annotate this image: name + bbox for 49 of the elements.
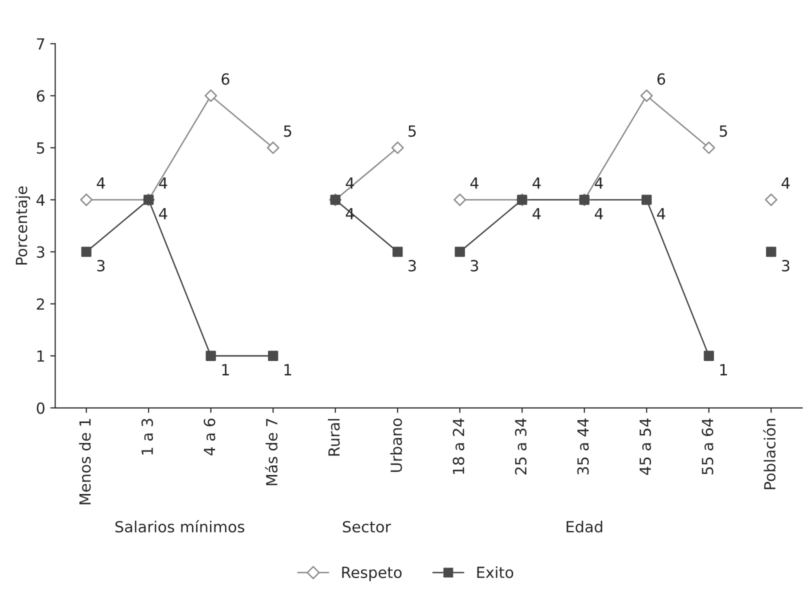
data-label: 4 [532,178,541,189]
data-label: 3 [97,260,105,272]
data-label: 5 [284,126,292,137]
x-tick-label: Urbano [390,418,402,472]
data-label: 3 [782,260,790,272]
data-label: 4 [346,178,354,189]
x-tick-label: Menos de 1 [78,419,91,504]
data-label: 4 [594,208,603,220]
data-label: 6 [657,73,666,85]
data-label: 3 [408,260,416,272]
text: Edad [566,520,602,533]
x-tick-label: 18 a 24 [452,418,464,474]
data-label: 1 [720,364,727,376]
data-label: 1 [284,364,292,376]
data-label: 1 [222,364,229,376]
data-label: 4 [594,178,603,189]
legend-label: Exito [477,566,514,578]
x-tick-label: 55 a 64 [702,418,714,474]
y-tick-label: 7 [37,38,44,50]
x-tick-label: 4 a 6 [204,418,216,456]
x-tick-label: Rural [328,419,340,456]
x-tick-label: 45 a 54 [640,418,652,475]
y-tick-label: 5 [36,142,44,154]
data-label: 4 [159,178,168,189]
legend-label: Respeto [342,566,402,582]
data-label: 4 [96,178,105,189]
y-axis-title: Porcentaje [15,186,30,265]
data-label: 3 [470,260,478,272]
y-tick-label: 6 [36,90,45,102]
data-label: 4 [159,208,168,220]
x-tick-label: 1 a 3 [141,418,154,454]
data-label: 5 [408,126,416,137]
data-label: 4 [782,178,790,189]
data-label: 4 [532,208,541,220]
x-tick-label: Más de 7 [265,418,278,486]
text: Sector [342,520,392,533]
y-tick-label: 4 [36,194,45,206]
y-tick-label: 0 [36,402,44,414]
data-label: 4 [657,208,666,220]
y-tick-label: 3 [36,246,44,258]
data-label: 4 [470,178,478,189]
x-tick-label: 35 a 44 [577,418,589,474]
text: Salarios mínimos [115,520,244,533]
y-tick-label: 2 [36,298,44,310]
y-tick-label: 1 [37,350,44,362]
data-label: 6 [222,73,230,85]
data-label: 5 [720,126,727,137]
x-tick-label: Población [763,418,776,490]
x-tick-label: 25 a 34 [514,418,527,474]
